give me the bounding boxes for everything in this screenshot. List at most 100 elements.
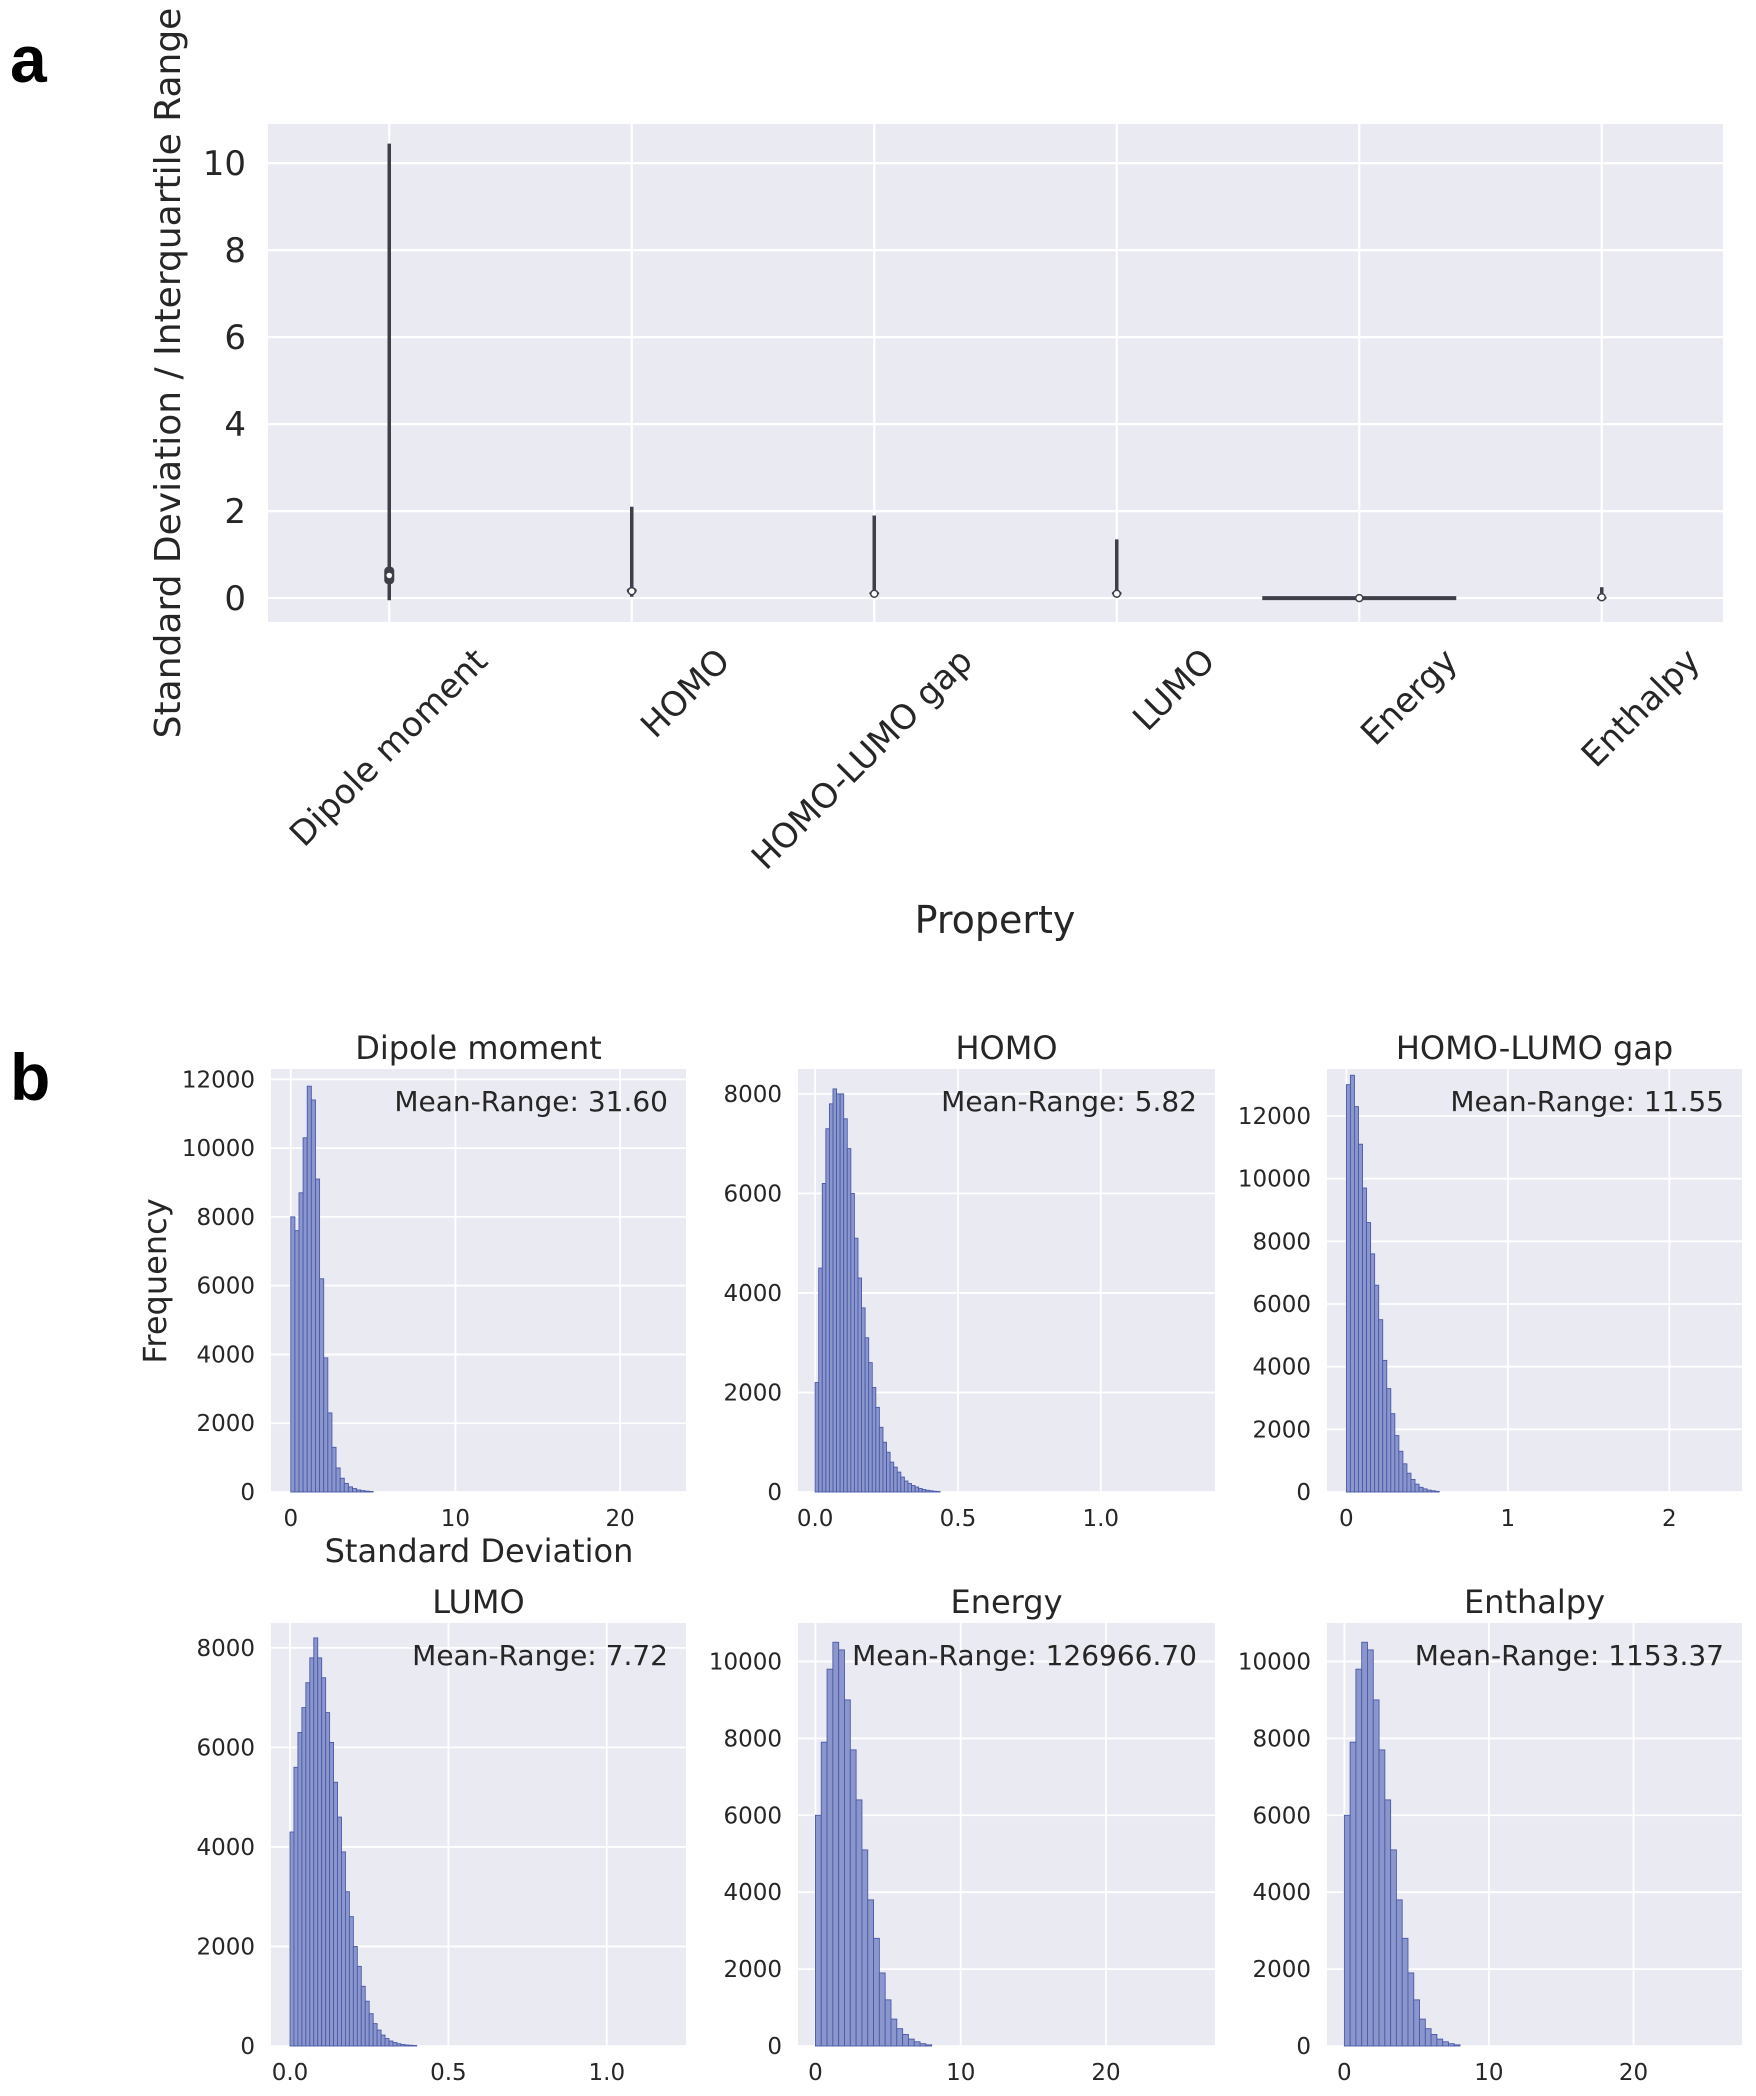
histogram-bar (1386, 1388, 1392, 1493)
histogram-bar (836, 1093, 841, 1493)
histogram-y-tick-label: 4000 (196, 1342, 255, 1368)
histogram-bar (364, 2000, 370, 2047)
histogram-bar (317, 1657, 323, 2047)
histogram-bar (861, 1307, 866, 1493)
histogram-bar (1414, 1483, 1420, 1493)
histogram-bar (392, 2042, 398, 2047)
histogram-x-tick-label: 0.5 (940, 1506, 977, 1532)
violin-homo (626, 506, 637, 597)
histogram-y-tick-label: 6000 (196, 1735, 255, 1761)
histogram-y-tick-label: 12000 (1238, 1104, 1311, 1130)
violin-y-tick-label: 4 (224, 405, 246, 445)
histogram-bar (884, 1999, 892, 2047)
histogram-y-tick-label: 4000 (1252, 1355, 1311, 1381)
histogram-bar (1378, 1749, 1386, 2047)
histogram-x-tick-label: 1.0 (1082, 1506, 1119, 1532)
histogram-bar (327, 1412, 333, 1493)
histogram-bar (1395, 1899, 1403, 2047)
histogram-bar (1419, 2018, 1426, 2047)
histogram-bar (372, 2023, 378, 2047)
violin-y-tick-label: 6 (224, 318, 246, 358)
histogram-bar (305, 1682, 311, 2047)
violin-x-ticks: Dipole moment HOMO HOMO-LUMO gap LUMO Energy… (282, 641, 1708, 878)
histogram-bar (319, 1278, 325, 1493)
histogram-bar (907, 1483, 912, 1493)
histogram-bar (855, 1799, 863, 2047)
histogram-bar (1367, 1649, 1374, 2047)
histogram-bar (820, 1741, 828, 2047)
histogram-bar (294, 1230, 300, 1493)
histogram-homo-lumo-gap: 0 2000 4000 6000 8000 10000 12000 0 1 2 HOMO-LUMO … (1238, 1029, 1742, 1532)
histogram-bar (331, 1446, 337, 1493)
histogram-bar (1448, 2043, 1455, 2047)
histogram-bar (1366, 1222, 1372, 1493)
histogram-y-tick-label: 12000 (182, 1067, 255, 1093)
histogram-y-tick-label: 2000 (1252, 1417, 1311, 1443)
violin-x-tick-label: Energy (1353, 641, 1465, 753)
histogram-y-tick-label: 10000 (1238, 1167, 1311, 1193)
violin-x-tick-label: HOMO-LUMO gap (744, 641, 981, 878)
histogram-bar (849, 1749, 857, 2047)
histogram-bar (1430, 2034, 1438, 2047)
histogram-bar (341, 1851, 346, 2047)
histogram-bar (1430, 1490, 1436, 1493)
histogram-bar (882, 1441, 887, 1493)
histogram-bar (875, 1406, 880, 1493)
histogram-bar (832, 1088, 838, 1493)
histogram-bar (890, 2018, 898, 2047)
histogram-shared-y-label: Frequency (136, 1198, 174, 1363)
histogram-bar (1406, 1472, 1412, 1493)
histogram-bar (310, 1099, 316, 1493)
histogram-bar (873, 1937, 880, 2047)
histogram-bar (896, 2028, 904, 2047)
histogram-bar (864, 1337, 870, 1493)
histogram-bar (818, 1267, 823, 1493)
histogram-bar (814, 1382, 820, 1493)
histogram-bar (315, 1178, 321, 1493)
histogram-y-tick-label: 2000 (1252, 1957, 1311, 1983)
histogram-bar (902, 2034, 909, 2047)
histogram-bar (1358, 1143, 1363, 1493)
histogram-x-tick-label: 0 (1337, 2060, 1352, 2086)
histogram-title: Energy (950, 1583, 1062, 1621)
histogram-y-tick-label: 2000 (196, 1411, 255, 1437)
histogram-bar (1422, 1488, 1428, 1493)
histogram-bar (871, 1387, 877, 1493)
histogram-bar (1370, 1253, 1376, 1493)
histogram-x-tick-label: 1 (1501, 1506, 1516, 1532)
histogram-bar (1426, 1489, 1432, 1493)
histogram-bar (1402, 1463, 1408, 1493)
violin-gridlines (268, 124, 1723, 622)
histogram-title: Enthalpy (1464, 1583, 1605, 1621)
histogram-bar (921, 1489, 927, 1493)
violin-median-point (870, 589, 879, 598)
histogram-bar (356, 1965, 362, 2047)
violin-y-tick-label: 10 (203, 144, 246, 184)
histogram-mean-range-annotation: Mean-Range: 11.55 (1450, 1085, 1724, 1118)
histogram-plot-area (1327, 1069, 1742, 1492)
histogram-bar (313, 1637, 319, 2047)
histogram-bar (1362, 1187, 1368, 1493)
histogram-bar (290, 1216, 296, 1493)
histogram-bar (339, 1477, 345, 1493)
histogram-x-tick-label: 0 (1339, 1506, 1354, 1532)
histogram-bar (1374, 1284, 1380, 1493)
histogram-x-tick-label: 0 (808, 2060, 823, 2086)
histogram-x-tick-label: 1.0 (589, 2060, 626, 2086)
histogram-bar (1394, 1435, 1400, 1493)
histogram-y-tick-label: 10000 (182, 1136, 255, 1162)
histogram-bar (918, 1488, 923, 1493)
violin-median-point (627, 586, 636, 596)
histogram-mean-range-annotation: Mean-Range: 7.72 (412, 1639, 668, 1672)
violin-x-tick-label: LUMO (1125, 641, 1223, 739)
histogram-bar (360, 1490, 366, 1493)
histogram-x-tick-label: 2 (1662, 1506, 1677, 1532)
histogram-x-tick-label: 0 (283, 1506, 298, 1532)
histogram-bar (838, 1649, 845, 2047)
histogram-y-tick-label: 10000 (709, 1649, 782, 1675)
histogram-title: Dipole moment (355, 1029, 602, 1067)
histogram-bar (1378, 1319, 1384, 1493)
histogram-bar (1361, 1641, 1368, 2047)
histogram-bar (846, 1148, 852, 1493)
violin-energy (1262, 593, 1457, 603)
